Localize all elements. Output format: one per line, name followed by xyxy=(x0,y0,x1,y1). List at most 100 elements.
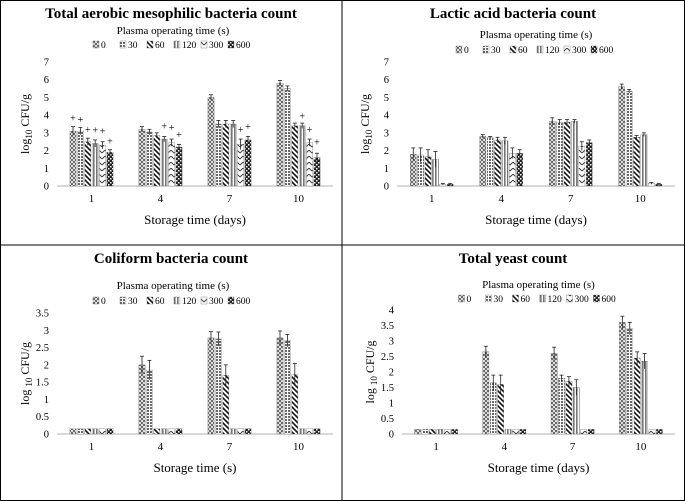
y-tick-label-6: 6 xyxy=(44,75,49,86)
bar-600s-day-10 xyxy=(656,429,663,435)
bar-0s-day-7 xyxy=(548,121,556,187)
bar-300s-day-10 xyxy=(306,428,313,435)
y-tick-label-4: 4 xyxy=(44,111,50,122)
bar-300s-day-1 xyxy=(443,429,451,435)
legend-label-300: 300 xyxy=(209,41,224,51)
legend-label-60: 60 xyxy=(518,46,528,56)
bar-600s-day-1 xyxy=(451,429,458,435)
y-tick-label-1: 1 xyxy=(389,399,394,410)
y-tick-label-5: 5 xyxy=(384,93,389,104)
y-tick-label-3.5: 3.5 xyxy=(36,309,49,320)
legend-swatch-60 xyxy=(509,45,517,54)
x-axis-label: Storage time (days) xyxy=(144,212,246,227)
y-tick-label-3: 3 xyxy=(389,337,394,348)
bar-0s-day-1 xyxy=(69,428,77,435)
bar-300s-day-7 xyxy=(580,429,587,435)
legend-label-120: 120 xyxy=(182,41,197,51)
y-tick-label-1: 1 xyxy=(44,164,49,175)
x-tick-label-1: 1 xyxy=(89,193,95,205)
significance-mark: + xyxy=(307,125,313,136)
bar-0s-day-4 xyxy=(138,364,146,435)
panel-3: Coliform bacteria count Plasma operating … xyxy=(18,251,333,475)
x-tick-label-1: 1 xyxy=(89,441,95,453)
panel-1: Total aerobic mesophilic bacteria count P… xyxy=(18,6,333,227)
y-tick-label-2.5: 2.5 xyxy=(381,352,394,363)
chart-title: Coliform bacteria count xyxy=(94,251,248,267)
bar-30s-day-7 xyxy=(556,122,563,187)
x-tick-label-7: 7 xyxy=(570,441,576,453)
legend-label-120: 120 xyxy=(182,297,197,307)
legend-swatch-600 xyxy=(590,45,598,54)
bar-60s-day-1 xyxy=(84,141,92,187)
significance-mark: + xyxy=(161,121,167,132)
legend-label-30: 30 xyxy=(494,295,504,305)
bar-600s-day-10 xyxy=(313,428,321,435)
bar-30s-day-7 xyxy=(558,378,565,435)
y-tick-label-6: 6 xyxy=(384,75,389,86)
significance-mark: + xyxy=(169,123,175,134)
bar-0s-day-4 xyxy=(138,129,146,187)
x-tick-label-7: 7 xyxy=(227,441,233,453)
y-tick-label-3: 3 xyxy=(44,128,49,139)
bar-120s-day-10 xyxy=(298,125,306,187)
bar-30s-day-7 xyxy=(215,123,222,187)
bar-60s-day-7 xyxy=(563,122,571,187)
legend-swatch-60 xyxy=(146,296,154,305)
y-tick-label-0: 0 xyxy=(384,182,389,193)
legend-swatch-60 xyxy=(146,40,154,49)
legend-label-600: 600 xyxy=(236,297,251,307)
bar-120s-day-4 xyxy=(160,138,168,187)
bar-30s-day-1 xyxy=(77,428,84,435)
bar-30s-day-10 xyxy=(284,340,291,435)
y-tick-label-0.5: 0.5 xyxy=(381,414,394,425)
bar-600s-day-7 xyxy=(244,428,252,435)
bar-0s-day-10 xyxy=(276,337,284,435)
bar-0s-day-4 xyxy=(482,351,490,435)
legend-swatch-30 xyxy=(119,40,127,49)
legend-label-600: 600 xyxy=(599,46,614,56)
bar-120s-day-4 xyxy=(501,140,509,187)
y-tick-label-2: 2 xyxy=(44,146,49,157)
bar-60s-day-7 xyxy=(222,123,230,187)
legend-swatch-120 xyxy=(173,40,181,49)
y-tick-label-2.5: 2.5 xyxy=(36,343,49,354)
bar-600s-day-7 xyxy=(585,142,593,187)
bar-300s-day-10 xyxy=(648,429,656,435)
legend-heading: Plasma operating time (s) xyxy=(480,29,593,41)
x-tick-label-4: 4 xyxy=(158,193,164,205)
legend-label-600: 600 xyxy=(236,41,251,51)
legend-heading: Plasma operating time (s) xyxy=(482,279,595,291)
y-axis-label: log10 CFU/g xyxy=(18,94,34,154)
legend-swatch-300 xyxy=(200,296,208,305)
bar-120s-day-7 xyxy=(229,428,237,435)
bar-300s-day-1 xyxy=(99,428,106,435)
panel-4: Total yeast count Plasma operating time (… xyxy=(363,251,675,475)
bar-60s-day-4 xyxy=(153,428,161,435)
bar-120s-day-7 xyxy=(229,123,237,187)
x-tick-label-1: 1 xyxy=(433,441,439,453)
legend-swatch-30 xyxy=(482,45,490,54)
bar-30s-day-4 xyxy=(486,137,494,187)
legend-label-30: 30 xyxy=(128,297,138,307)
bar-600s-day-4 xyxy=(175,428,183,435)
x-axis-label: Storage time (s) xyxy=(153,460,236,475)
significance-mark: + xyxy=(85,125,91,136)
x-axis-label: Storage time (days) xyxy=(488,460,590,475)
bar-30s-day-7 xyxy=(215,338,222,435)
significance-mark: + xyxy=(176,130,182,141)
legend-label-120: 120 xyxy=(548,295,563,305)
x-tick-label-4: 4 xyxy=(499,193,505,205)
bar-30s-day-10 xyxy=(626,328,634,435)
bar-300s-day-10 xyxy=(306,142,313,187)
bar-120s-day-1 xyxy=(91,428,99,435)
legend-swatch-60 xyxy=(512,294,519,303)
x-tick-label-10: 10 xyxy=(635,193,647,205)
bar-300s-day-7 xyxy=(237,144,244,187)
legend-label-600: 600 xyxy=(602,295,617,305)
bar-600s-day-7 xyxy=(587,429,595,435)
significance-mark: + xyxy=(70,113,76,124)
bar-30s-day-1 xyxy=(421,429,429,435)
y-tick-label-0: 0 xyxy=(389,430,394,441)
x-tick-label-10: 10 xyxy=(293,441,305,453)
